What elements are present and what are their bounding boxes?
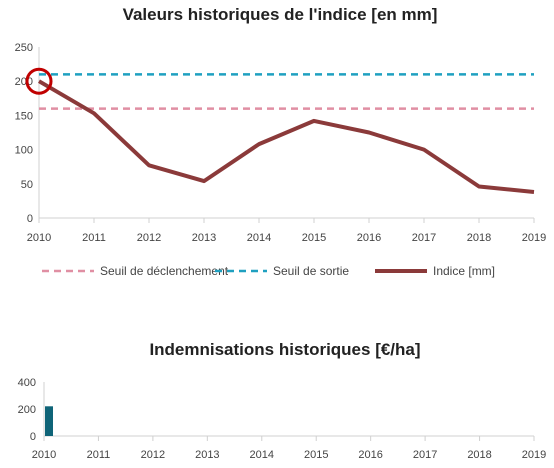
exit-threshold-line-point [369,74,370,75]
index-line-point [424,149,425,150]
x-tick-label: 2016 [358,449,382,461]
x-tick-label: 2012 [141,449,165,461]
trigger-threshold-line-point [259,108,260,109]
trigger-threshold-line-point [424,108,425,109]
y-tick-label: 0 [30,431,36,443]
index-line-point [149,165,150,166]
chart2-plot: 0 200 400 2010 2011 2012 2013 2014 2015 2016 2017 2… [18,377,547,461]
y-tick-label: 200 [15,76,33,88]
y-tick-label: 50 [21,179,33,191]
index-line-point [204,181,205,182]
highlight-circle [25,67,53,95]
x-tick-label: 2015 [304,449,328,461]
exit-threshold-line-point [314,74,315,75]
index-line-point [94,113,95,114]
exit-threshold-line-point [534,74,535,75]
index-line-point [534,192,535,193]
trigger-threshold-line-point [314,108,315,109]
x-tick-label: 2010 [32,449,56,461]
chart1-plot: 0 50 100 150 200 250 2010 2011 2012 2013 2014 2015 2… [15,42,547,244]
exit-threshold-line-point [424,74,425,75]
y-tick-label: 250 [15,42,33,54]
exit-threshold-line-point [149,74,150,75]
x-tick-label: 2010 [27,232,51,244]
exit-threshold-line-point [479,74,480,75]
y-tick-label: 100 [15,145,33,157]
x-tick-label: 2013 [192,232,216,244]
legend-label: Indice [mm] [433,264,495,278]
chart1-title: Valeurs historiques de l'indice [en mm] [123,5,438,24]
trigger-threshold-line-point [369,108,370,109]
index-line-point [259,144,260,145]
trigger-threshold-line-point [204,108,205,109]
index-line [37,79,535,194]
x-tick-label: 2011 [82,232,106,244]
x-tick-label: 2012 [137,232,161,244]
index-line-point [39,81,40,82]
trigger-threshold-line-point [94,108,95,109]
chart2-title: Indemnisations historiques [€/ha] [149,340,420,359]
index-line-point [314,120,315,121]
legend-label: Seuil de déclenchement [100,264,229,278]
y-tick-label: 200 [18,404,36,416]
x-tick-label: 2018 [467,232,491,244]
y-tick-label: 0 [27,213,33,225]
x-tick-label: 2017 [412,232,436,244]
x-tick-label: 2019 [522,449,546,461]
trigger-threshold-line-point [39,108,40,109]
exit-threshold-line-point [39,74,40,75]
x-tick-label: 2014 [247,232,271,244]
trigger-threshold-line-point [534,108,535,109]
y-tick-label: 150 [15,110,33,122]
y-tick-label: 400 [18,377,36,389]
exit-threshold-line-point [204,74,205,75]
x-tick-label: 2013 [195,449,219,461]
x-tick-label: 2019 [522,232,546,244]
x-tick-label: 2018 [467,449,491,461]
trigger-threshold-line-point [479,108,480,109]
chart1-legend: Seuil de déclenchement Seuil de sortie Ind… [42,264,495,278]
exit-threshold-line-point [94,74,95,75]
index-line-point [479,186,480,187]
x-tick-label: 2015 [302,232,326,244]
index-line-point [369,132,370,133]
bar [45,406,53,436]
x-tick-label: 2016 [357,232,381,244]
x-tick-label: 2017 [413,449,437,461]
exit-threshold-line-point [259,74,260,75]
x-tick-label: 2011 [87,449,111,461]
trigger-threshold-line-point [149,108,150,109]
legend-label: Seuil de sortie [273,264,349,278]
x-tick-label: 2014 [250,449,274,461]
